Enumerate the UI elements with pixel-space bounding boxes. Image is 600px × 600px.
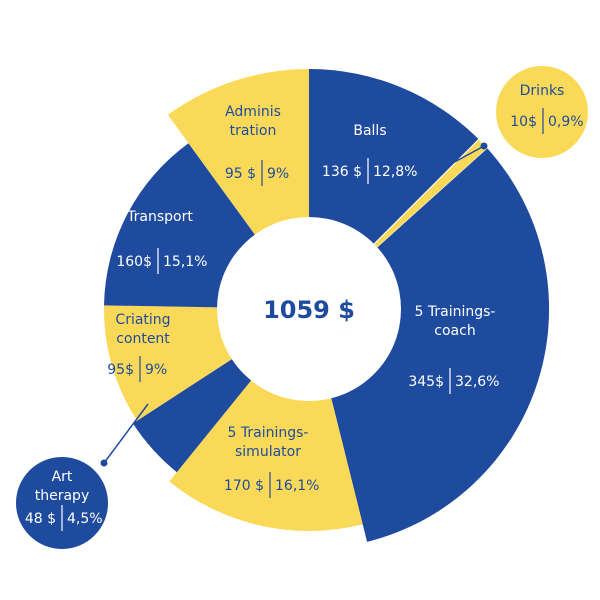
labels-group: Balls 136 $ 12,8% Drinks 10$ 0,9% 5 Trainings-… [25, 83, 584, 531]
callout-dot-4 [100, 459, 108, 467]
slice-value-label: 345$ [408, 374, 444, 390]
slice-value-label: 95$ [107, 362, 134, 378]
slice-percent-label: 12,8% [373, 164, 417, 180]
slice-value-label: 170 $ [224, 478, 264, 494]
callout-dot-1 [480, 142, 488, 150]
slice-percent-label: 4,5% [67, 511, 103, 527]
slice-name-label: Art [52, 469, 73, 485]
slice-name-label: Criating [115, 312, 170, 328]
slice-value-label: 95 $ [225, 166, 256, 182]
callout-bubble-4 [16, 457, 108, 549]
slice-percent-label: 9% [267, 166, 289, 182]
slice-name-label: 5 Trainings- [228, 425, 309, 441]
slice-name-label: coach [434, 323, 475, 339]
callout-bubble-1 [496, 66, 588, 158]
slice-name-label: Drinks [520, 83, 565, 99]
slice-5-trainings-coach [309, 148, 550, 542]
slice-name-label: 5 Trainings- [415, 304, 496, 320]
callout-line-1 [437, 145, 485, 172]
slice-percent-label: 15,1% [163, 254, 207, 270]
slice-name-label: Transport [126, 209, 193, 225]
donut-hole [217, 217, 401, 401]
slice-value-label: 10$ [510, 114, 537, 130]
slice-value-label: 160$ [116, 254, 152, 270]
slice-name-label: tration [230, 123, 277, 139]
slice-name-label: Balls [353, 123, 386, 139]
slice-percent-label: 9% [145, 362, 167, 378]
slice-name-label: Adminis [225, 104, 281, 120]
slice-name-label: therapy [35, 488, 89, 504]
total-label: 1059 $ [263, 296, 355, 324]
slice-percent-label: 16,1% [275, 478, 319, 494]
slice-percent-label: 32,6% [455, 374, 499, 390]
slice-value-label: 48 $ [25, 511, 56, 527]
slice-value-label: 136 $ [322, 164, 362, 180]
callouts-group [16, 66, 588, 549]
callout-line-4 [103, 403, 149, 464]
slice-name-label: simulator [235, 444, 301, 460]
slice-percent-label: 0,9% [548, 114, 584, 130]
slice-name-label: content [116, 331, 170, 347]
